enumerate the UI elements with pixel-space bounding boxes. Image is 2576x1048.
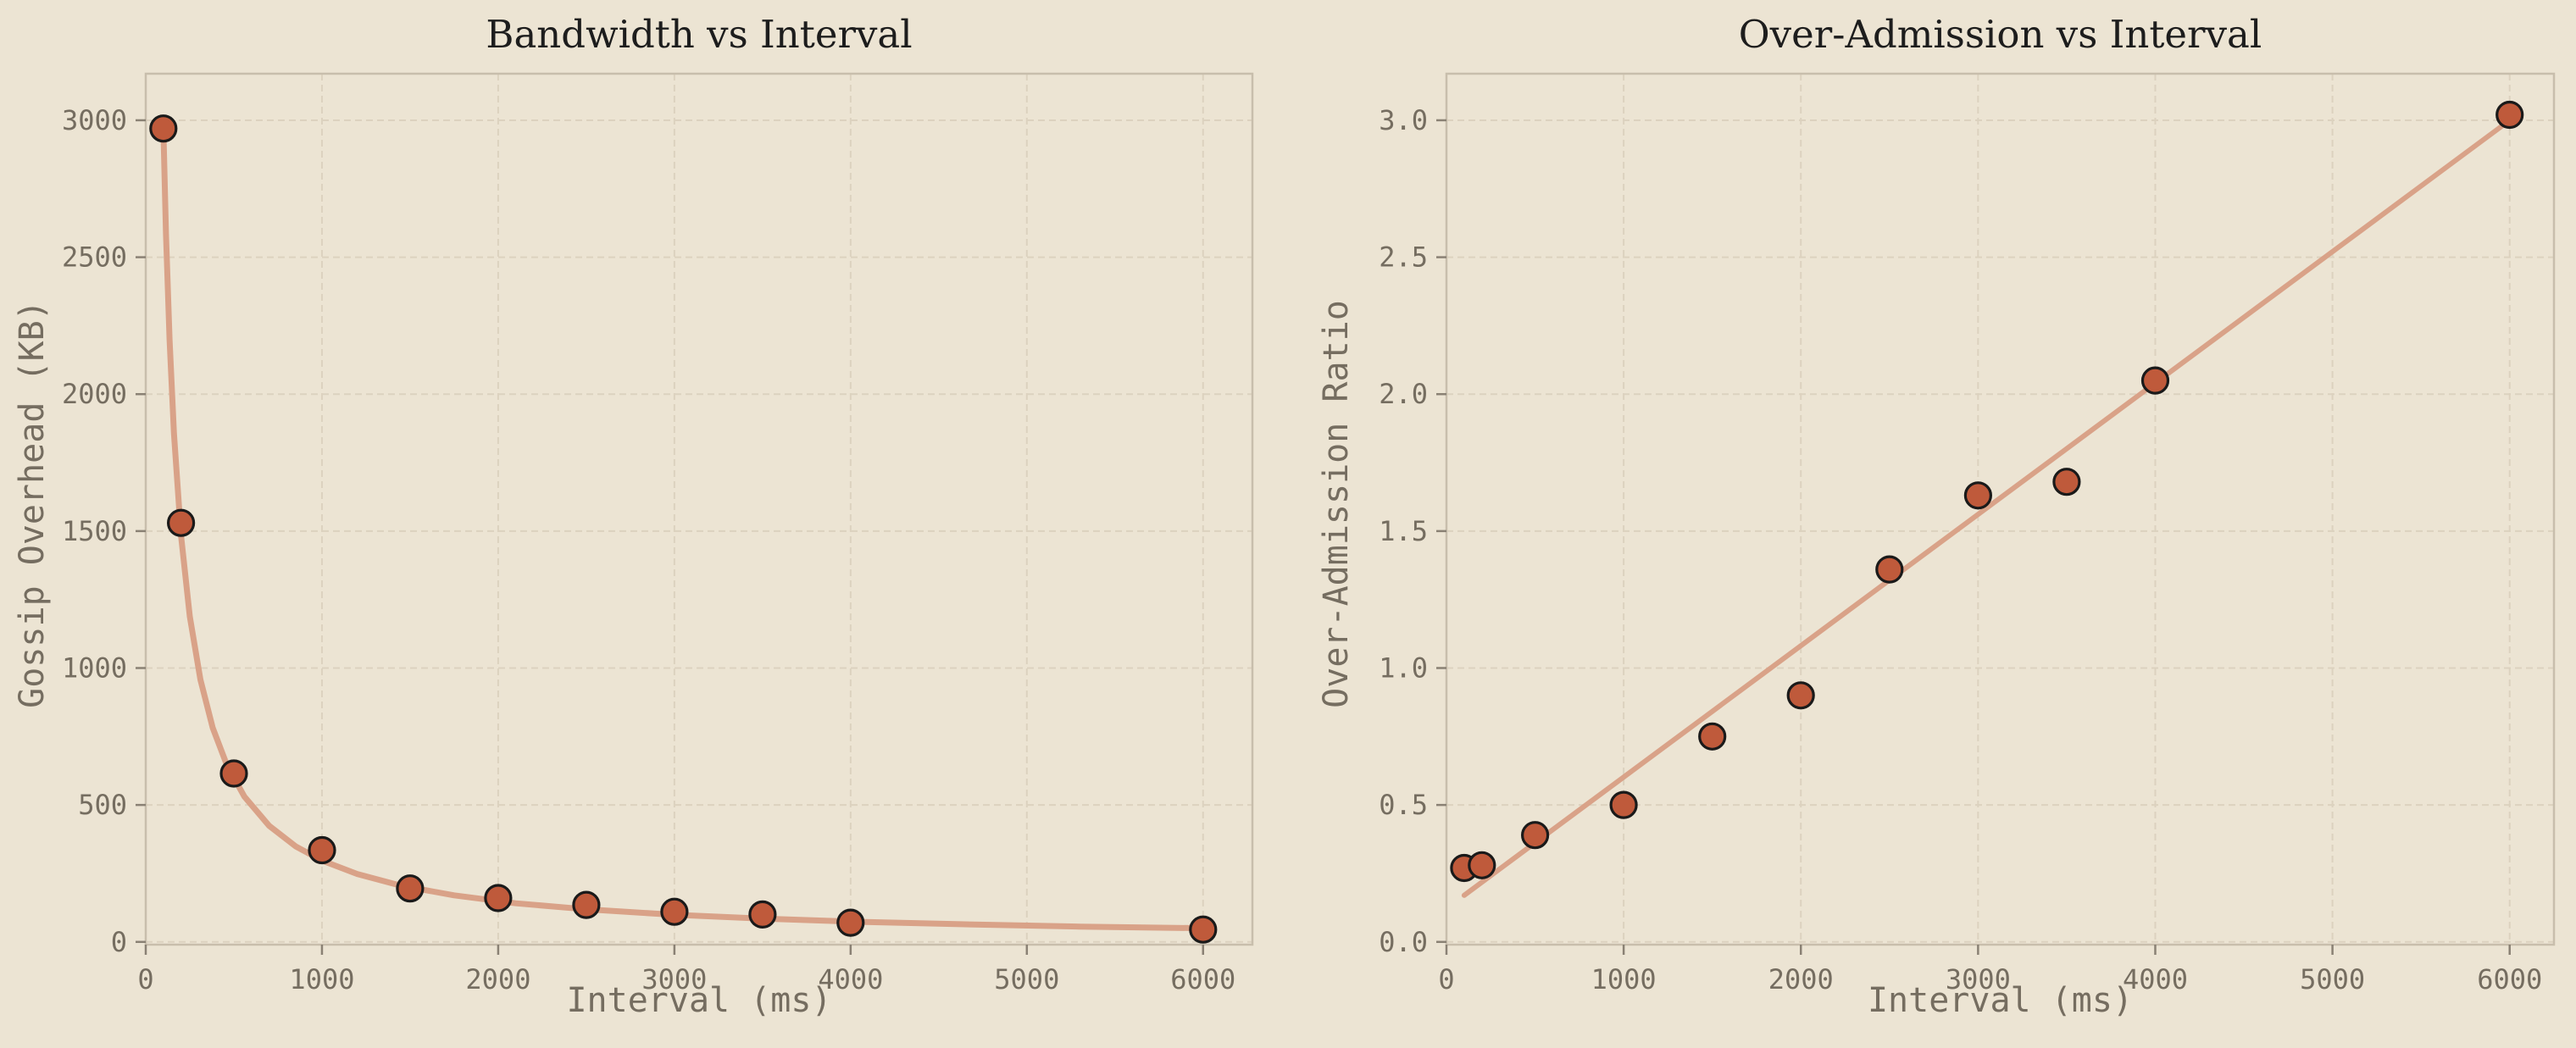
data-point [2140, 366, 2170, 395]
y-tick-label: 1.5 [1379, 515, 1428, 547]
x-tick-label: 2000 [1768, 963, 1834, 995]
y-tick-label: 1000 [62, 652, 127, 684]
x-tick-label: 0 [137, 963, 153, 995]
axes-frame [144, 72, 1254, 946]
x-tick-label: 1000 [289, 963, 354, 995]
data-point [748, 900, 777, 929]
data-point [2496, 100, 2524, 130]
y-tick-label: 0.5 [1379, 789, 1428, 821]
data-point [572, 890, 601, 919]
y-tick-label: 500 [78, 789, 127, 821]
y-tick-label: 3.0 [1379, 104, 1428, 136]
x-tick-label: 5000 [994, 963, 1059, 995]
x-tick-label: 2000 [465, 963, 530, 995]
fit-line [1461, 118, 2512, 898]
data-point [1189, 915, 1218, 944]
data-point [167, 508, 196, 537]
x-tick-label: 3000 [641, 963, 707, 995]
y-tick-label: 2000 [62, 378, 127, 410]
data-point [2052, 468, 2081, 496]
x-tick-label: 0 [1438, 963, 1454, 995]
x-tick-label: 4000 [818, 963, 883, 995]
y-tick-label: 3000 [62, 104, 127, 136]
y-tick-label: 2.0 [1379, 378, 1428, 410]
fit-line [160, 125, 1207, 932]
y-tick-label: 1.0 [1379, 652, 1428, 684]
y-tick-label: 1500 [62, 515, 127, 547]
data-point [1520, 821, 1550, 850]
data-point [149, 114, 178, 143]
data-point [1963, 481, 1992, 510]
y-tick-label: 2.5 [1379, 241, 1428, 274]
y-tick-label: 2500 [62, 241, 127, 274]
axes-frame [1445, 72, 2556, 946]
x-tick-label: 1000 [1591, 963, 1657, 995]
data-point [219, 759, 248, 788]
x-tick-label: 4000 [2123, 963, 2188, 995]
data-point [308, 835, 336, 865]
data-point [1875, 555, 1904, 584]
chart-0: 0 1000 2000 3000 4000 5000 6000 0 500 1000 1500 200… [62, 72, 1254, 995]
chart-1: 0 1000 2000 3000 4000 5000 6000 0.0 0.5 1.0 1.5 2.0… [1379, 72, 2556, 995]
x-tick-label: 6000 [1170, 963, 1235, 995]
data-point [836, 908, 865, 937]
y-tick-label: 0.0 [1379, 926, 1428, 958]
data-point [1609, 790, 1638, 819]
y-tick-label: 0 [111, 926, 127, 958]
data-point [1468, 851, 1496, 879]
data-point [396, 874, 425, 903]
x-tick-label: 5000 [2300, 963, 2365, 995]
x-tick-label: 3000 [1946, 963, 2011, 995]
x-tick-label: 6000 [2477, 963, 2542, 995]
data-point [660, 897, 689, 926]
data-point [1786, 681, 1815, 710]
data-point [484, 884, 513, 912]
data-point [1698, 722, 1727, 751]
